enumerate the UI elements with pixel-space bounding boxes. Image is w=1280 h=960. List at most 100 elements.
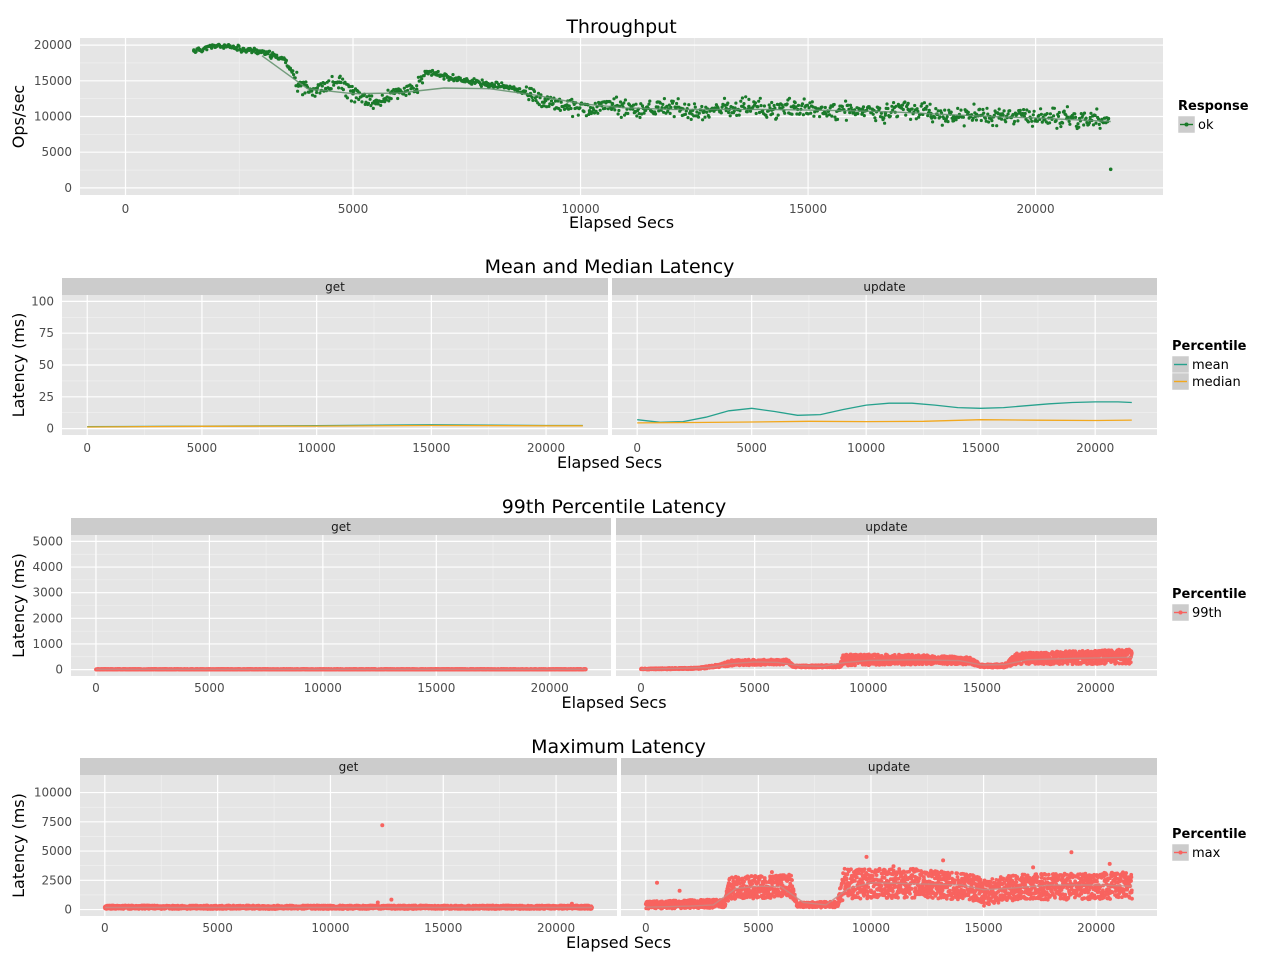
y-tick-label: 15000 xyxy=(34,74,72,88)
facet-strip xyxy=(62,278,608,295)
data-point xyxy=(900,103,905,107)
data-point xyxy=(657,109,661,113)
data-point xyxy=(688,109,693,114)
data-point xyxy=(368,97,372,101)
data-point xyxy=(1076,122,1080,126)
data-point xyxy=(644,108,648,112)
data-point xyxy=(1052,114,1056,118)
data-point xyxy=(338,74,342,78)
data-point xyxy=(906,107,910,112)
data-point xyxy=(705,110,709,114)
data-point xyxy=(701,110,706,114)
y-tick-label: 100 xyxy=(31,294,54,308)
data-point xyxy=(936,109,940,113)
data-point xyxy=(892,101,896,105)
data-point xyxy=(578,106,582,110)
data-point xyxy=(666,109,670,113)
data-point xyxy=(1065,115,1070,119)
data-point xyxy=(668,111,672,115)
data-point xyxy=(662,97,667,101)
data-point xyxy=(926,114,930,118)
data-point xyxy=(693,105,697,109)
data-point xyxy=(949,110,953,114)
data-point xyxy=(800,102,805,106)
data-point xyxy=(885,102,889,106)
data-point xyxy=(1023,111,1027,116)
data-point xyxy=(871,112,875,116)
data-point xyxy=(348,84,352,89)
data-point xyxy=(696,115,701,119)
data-point xyxy=(1101,121,1105,125)
data-point xyxy=(598,108,602,112)
data-point xyxy=(534,99,538,103)
data-point xyxy=(228,45,232,50)
data-point xyxy=(375,98,379,102)
data-point xyxy=(1087,121,1091,125)
data-point xyxy=(934,107,938,111)
chart-title: Throughput xyxy=(565,16,676,38)
data-point xyxy=(436,69,440,74)
data-point xyxy=(683,102,687,106)
data-point xyxy=(542,104,546,108)
x-axis-title: Elapsed Secs xyxy=(569,213,674,232)
data-point xyxy=(1097,122,1101,126)
data-point xyxy=(392,88,396,92)
data-point xyxy=(235,48,239,52)
data-point xyxy=(983,116,988,120)
data-point xyxy=(928,102,932,106)
y-tick-label: 2000 xyxy=(32,611,63,625)
data-point xyxy=(686,116,690,120)
data-point xyxy=(972,102,976,106)
data-point xyxy=(946,120,950,124)
data-point xyxy=(1039,112,1043,116)
data-point xyxy=(759,104,763,108)
data-point xyxy=(496,82,501,86)
data-point xyxy=(367,94,371,98)
data-point xyxy=(1030,119,1034,123)
y-tick-label: 50 xyxy=(39,358,54,372)
legend-label: median xyxy=(1192,375,1241,390)
data-point xyxy=(622,101,626,105)
y-tick-label: 4000 xyxy=(32,560,63,574)
data-point xyxy=(618,100,623,104)
data-point xyxy=(1025,108,1029,112)
data-point xyxy=(810,100,814,104)
y-tick-label: 5000 xyxy=(41,145,72,159)
data-point xyxy=(882,116,886,120)
data-point xyxy=(318,91,322,95)
data-point xyxy=(313,94,317,98)
data-point xyxy=(722,96,727,100)
data-point xyxy=(442,74,446,78)
smooth-line xyxy=(261,55,1111,123)
data-point xyxy=(269,53,273,57)
data-point xyxy=(536,91,541,95)
data-point xyxy=(304,80,308,84)
data-point xyxy=(913,103,917,108)
data-point xyxy=(653,112,658,116)
data-point xyxy=(291,69,295,73)
data-point xyxy=(827,113,832,117)
data-point xyxy=(943,108,947,112)
data-point xyxy=(719,111,723,115)
data-point xyxy=(570,97,574,101)
data-point xyxy=(420,81,425,85)
x-tick-label: 10000 xyxy=(847,441,885,455)
series-99th xyxy=(94,667,588,672)
data-point xyxy=(811,105,815,109)
x-tick-label: 15000 xyxy=(963,681,1001,695)
data-point xyxy=(891,108,895,112)
data-point xyxy=(553,99,558,103)
data-point xyxy=(835,117,840,121)
data-point xyxy=(387,99,391,103)
data-point xyxy=(608,100,612,104)
data-point xyxy=(888,114,892,118)
data-point xyxy=(640,104,645,108)
data-point xyxy=(692,114,696,118)
x-tick-label: 20000 xyxy=(1076,441,1114,455)
y-axis-title: Ops/sec xyxy=(9,85,28,148)
data-point xyxy=(658,101,662,105)
data-point xyxy=(823,105,827,110)
data-point xyxy=(805,103,810,107)
data-point xyxy=(341,88,345,92)
data-point xyxy=(961,115,966,119)
